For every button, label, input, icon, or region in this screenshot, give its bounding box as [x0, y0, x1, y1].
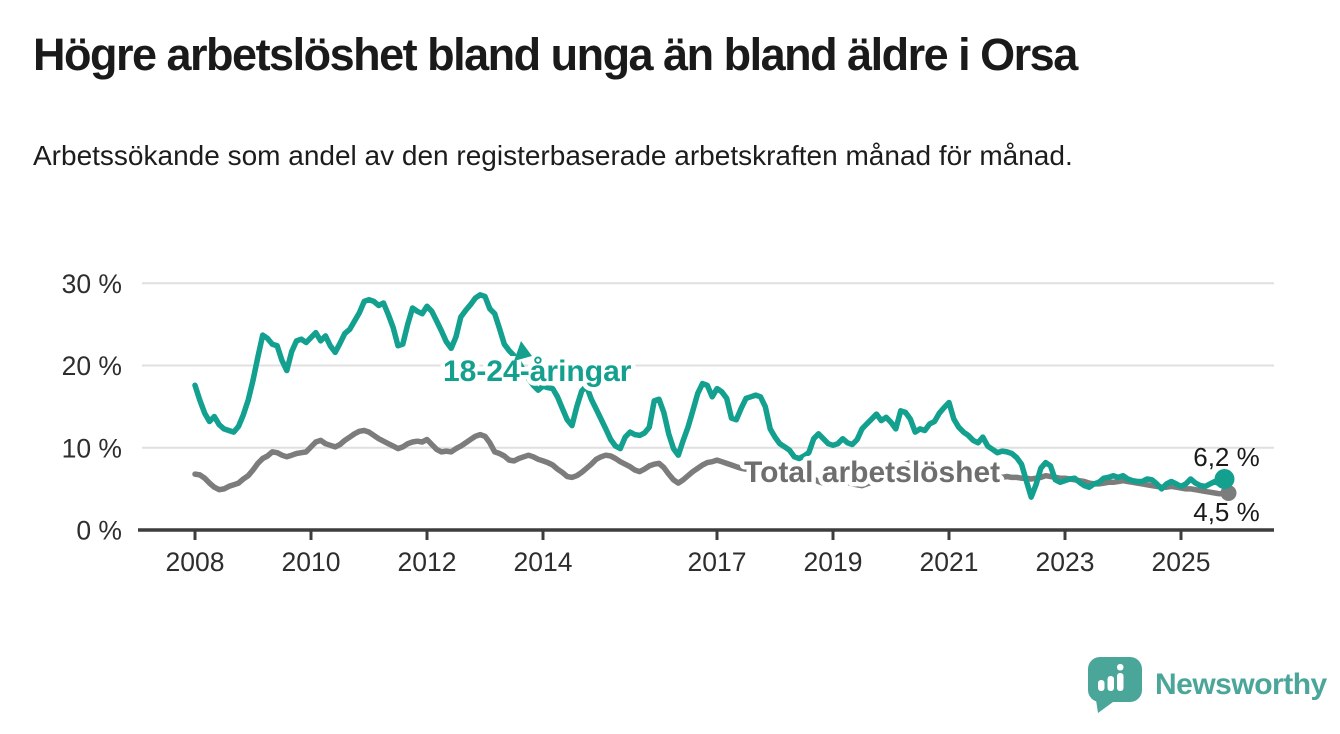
unemployment-line-chart: 0 % 10 % 20 % 30 % 2008 2010 2012 2014 2017 2019 2…	[62, 269, 1274, 577]
x-axis-tick-label: 2025	[1152, 547, 1211, 577]
series-label-arrow-icon	[514, 341, 532, 361]
y-axis-tick-label: 10 %	[62, 433, 122, 463]
series-end-value-total: 4,5 %	[1193, 497, 1260, 527]
chart-subtitle: Arbetssökande som andel av den registerb…	[33, 140, 1073, 171]
x-axis-tick-label: 2021	[920, 547, 979, 577]
x-axis-tick-label: 2008	[166, 547, 225, 577]
series-end-value-youth: 6,2 %	[1193, 442, 1260, 472]
x-axis-tick-label: 2017	[688, 547, 747, 577]
newsworthy-bubble-icon	[1088, 657, 1142, 713]
newsworthy-logo[interactable]: Newsworthy	[1087, 656, 1327, 714]
x-axis-tick-label: 2023	[1036, 547, 1095, 577]
series-line-youth	[192, 292, 1228, 500]
y-axis-tick-label: 30 %	[62, 269, 122, 299]
newsworthy-brand-text: Newsworthy	[1155, 668, 1327, 701]
series-label-youth: 18-24-åringar	[443, 355, 632, 388]
series-end-dot-youth	[1214, 469, 1235, 490]
chart-title: Högre arbetslöshet bland unga än bland ä…	[33, 29, 1078, 80]
series-label-total: Total arbetslöshet	[744, 456, 1000, 489]
x-axis-tick-label: 2014	[514, 547, 573, 577]
y-axis-tick-label: 20 %	[62, 351, 122, 381]
x-axis-tick-label: 2012	[398, 547, 457, 577]
y-axis-tick-label: 0 %	[76, 516, 122, 546]
x-axis-tick-label: 2010	[282, 547, 341, 577]
x-axis-tick-label: 2019	[804, 547, 863, 577]
series-line-total	[192, 427, 1228, 497]
